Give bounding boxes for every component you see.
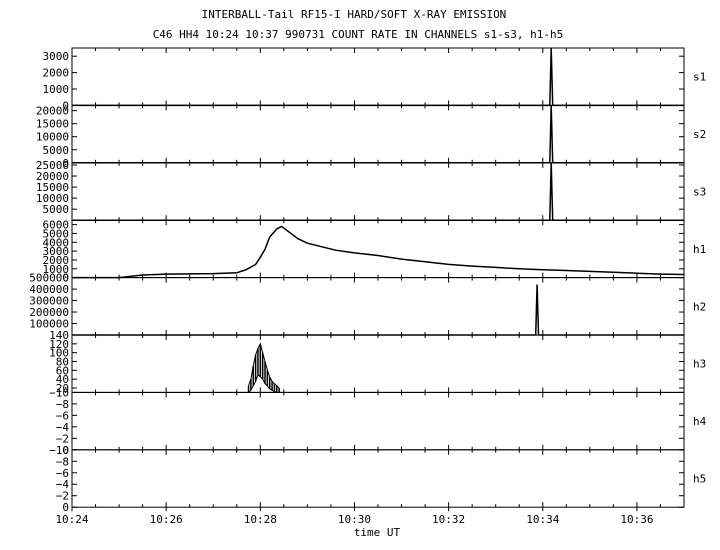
series-line-s2: [72, 105, 684, 164]
x-tick-label: 10:26: [150, 513, 183, 526]
y-tick-label: 300000: [29, 295, 69, 308]
x-tick-label: 10:32: [432, 513, 465, 526]
y-tick-label: −4: [56, 421, 70, 434]
x-tick-label: 10:24: [55, 513, 88, 526]
y-tick-label: 40: [56, 373, 69, 386]
y-tick-label: 5000: [43, 203, 70, 216]
y-tick-label: 3000: [43, 245, 70, 258]
channel-label: s2: [693, 128, 706, 141]
channel-label: h1: [693, 243, 706, 256]
series-line-h3: [248, 342, 280, 389]
x-tick-label: 10:30: [338, 513, 371, 526]
y-tick-label: 20000: [36, 105, 69, 118]
channel-label: h2: [693, 300, 706, 313]
channel-label: s3: [693, 186, 706, 199]
y-tick-label: −10: [49, 386, 69, 399]
series-line-s3: [72, 162, 684, 221]
channel-label: h5: [693, 473, 706, 486]
channel-label: s1: [693, 71, 706, 84]
y-tick-label: −6: [56, 409, 69, 422]
y-tick-label: 2000: [43, 254, 70, 267]
panel-frame: [71, 277, 685, 336]
y-tick-label: 1000: [43, 83, 70, 96]
x-tick-label: 10:34: [526, 513, 559, 526]
y-tick-label: 25000: [36, 159, 69, 172]
y-tick-label: 400000: [29, 283, 69, 296]
series-line-s1: [72, 47, 684, 107]
y-tick-label: −8: [56, 455, 69, 468]
panel-s1: 0 1000 2000 3000 s1: [43, 47, 706, 112]
y-tick-label: 20: [56, 382, 69, 395]
y-tick-label: 80: [56, 355, 69, 368]
chart-title: INTERBALL-Tail RF15-I HARD/SOFT X-RAY EM…: [202, 8, 507, 21]
y-tick-label: 0: [62, 99, 69, 112]
panel-frame: [71, 219, 685, 279]
y-tick-label: −2: [56, 432, 69, 445]
y-tick-label: 200000: [29, 306, 69, 319]
y-tick-label: 0: [62, 444, 69, 457]
panel-frame: [71, 47, 685, 106]
x-tick-label: 10:28: [244, 513, 277, 526]
y-tick-label: −2: [56, 490, 69, 503]
x-axis-label: time UT: [354, 526, 401, 539]
y-tick-label: 0: [62, 272, 69, 285]
series-line-h2: [72, 284, 684, 336]
y-tick-label: 5000: [43, 144, 70, 157]
y-tick-label: 100000: [29, 318, 69, 331]
y-tick-label: 3000: [43, 50, 70, 63]
y-tick-label: 15000: [36, 118, 69, 131]
y-tick-label: 0: [62, 157, 69, 170]
panel-frame: [71, 449, 685, 508]
y-tick-label: −8: [56, 398, 69, 411]
y-tick-label: −10: [49, 444, 69, 457]
y-tick-label: 10000: [36, 192, 69, 205]
panel-frame: [71, 391, 685, 451]
chart-subtitle: C46 HH4 10:24 10:37 990731 COUNT RATE IN…: [153, 28, 564, 41]
y-tick-label: 4000: [43, 236, 70, 249]
channel-label: h4: [693, 415, 707, 428]
y-tick-label: 1000: [43, 263, 70, 276]
x-axis: 10:24 10:26 10:28 10:30 10:32 10:34 10:36: [55, 507, 653, 526]
x-tick-label: 10:36: [620, 513, 653, 526]
y-tick-label: 120: [49, 338, 69, 351]
panel-frame: [71, 334, 685, 393]
y-tick-label: −6: [56, 467, 69, 480]
y-tick-label: 140: [49, 329, 69, 342]
y-tick-label: 6000: [43, 219, 70, 232]
y-tick-label: −4: [56, 478, 70, 491]
panel-frame: [71, 104, 685, 164]
channel-label: h3: [693, 358, 706, 371]
panel-frame: [71, 162, 685, 221]
y-tick-label: 100: [49, 347, 69, 360]
y-tick-label: 2000: [43, 67, 70, 80]
y-tick-label: 15000: [36, 181, 69, 194]
y-tick-label: 20000: [36, 170, 69, 183]
series-line-h1: [72, 225, 685, 279]
y-tick-label: 500000: [29, 272, 69, 285]
panel-stack: 0100020003000s105000100001500020000s2500…: [29, 47, 707, 514]
y-tick-label: 0: [62, 501, 69, 514]
y-tick-label: 10000: [36, 131, 69, 144]
y-tick-label: 5000: [43, 227, 70, 240]
y-tick-label: 60: [56, 364, 69, 377]
